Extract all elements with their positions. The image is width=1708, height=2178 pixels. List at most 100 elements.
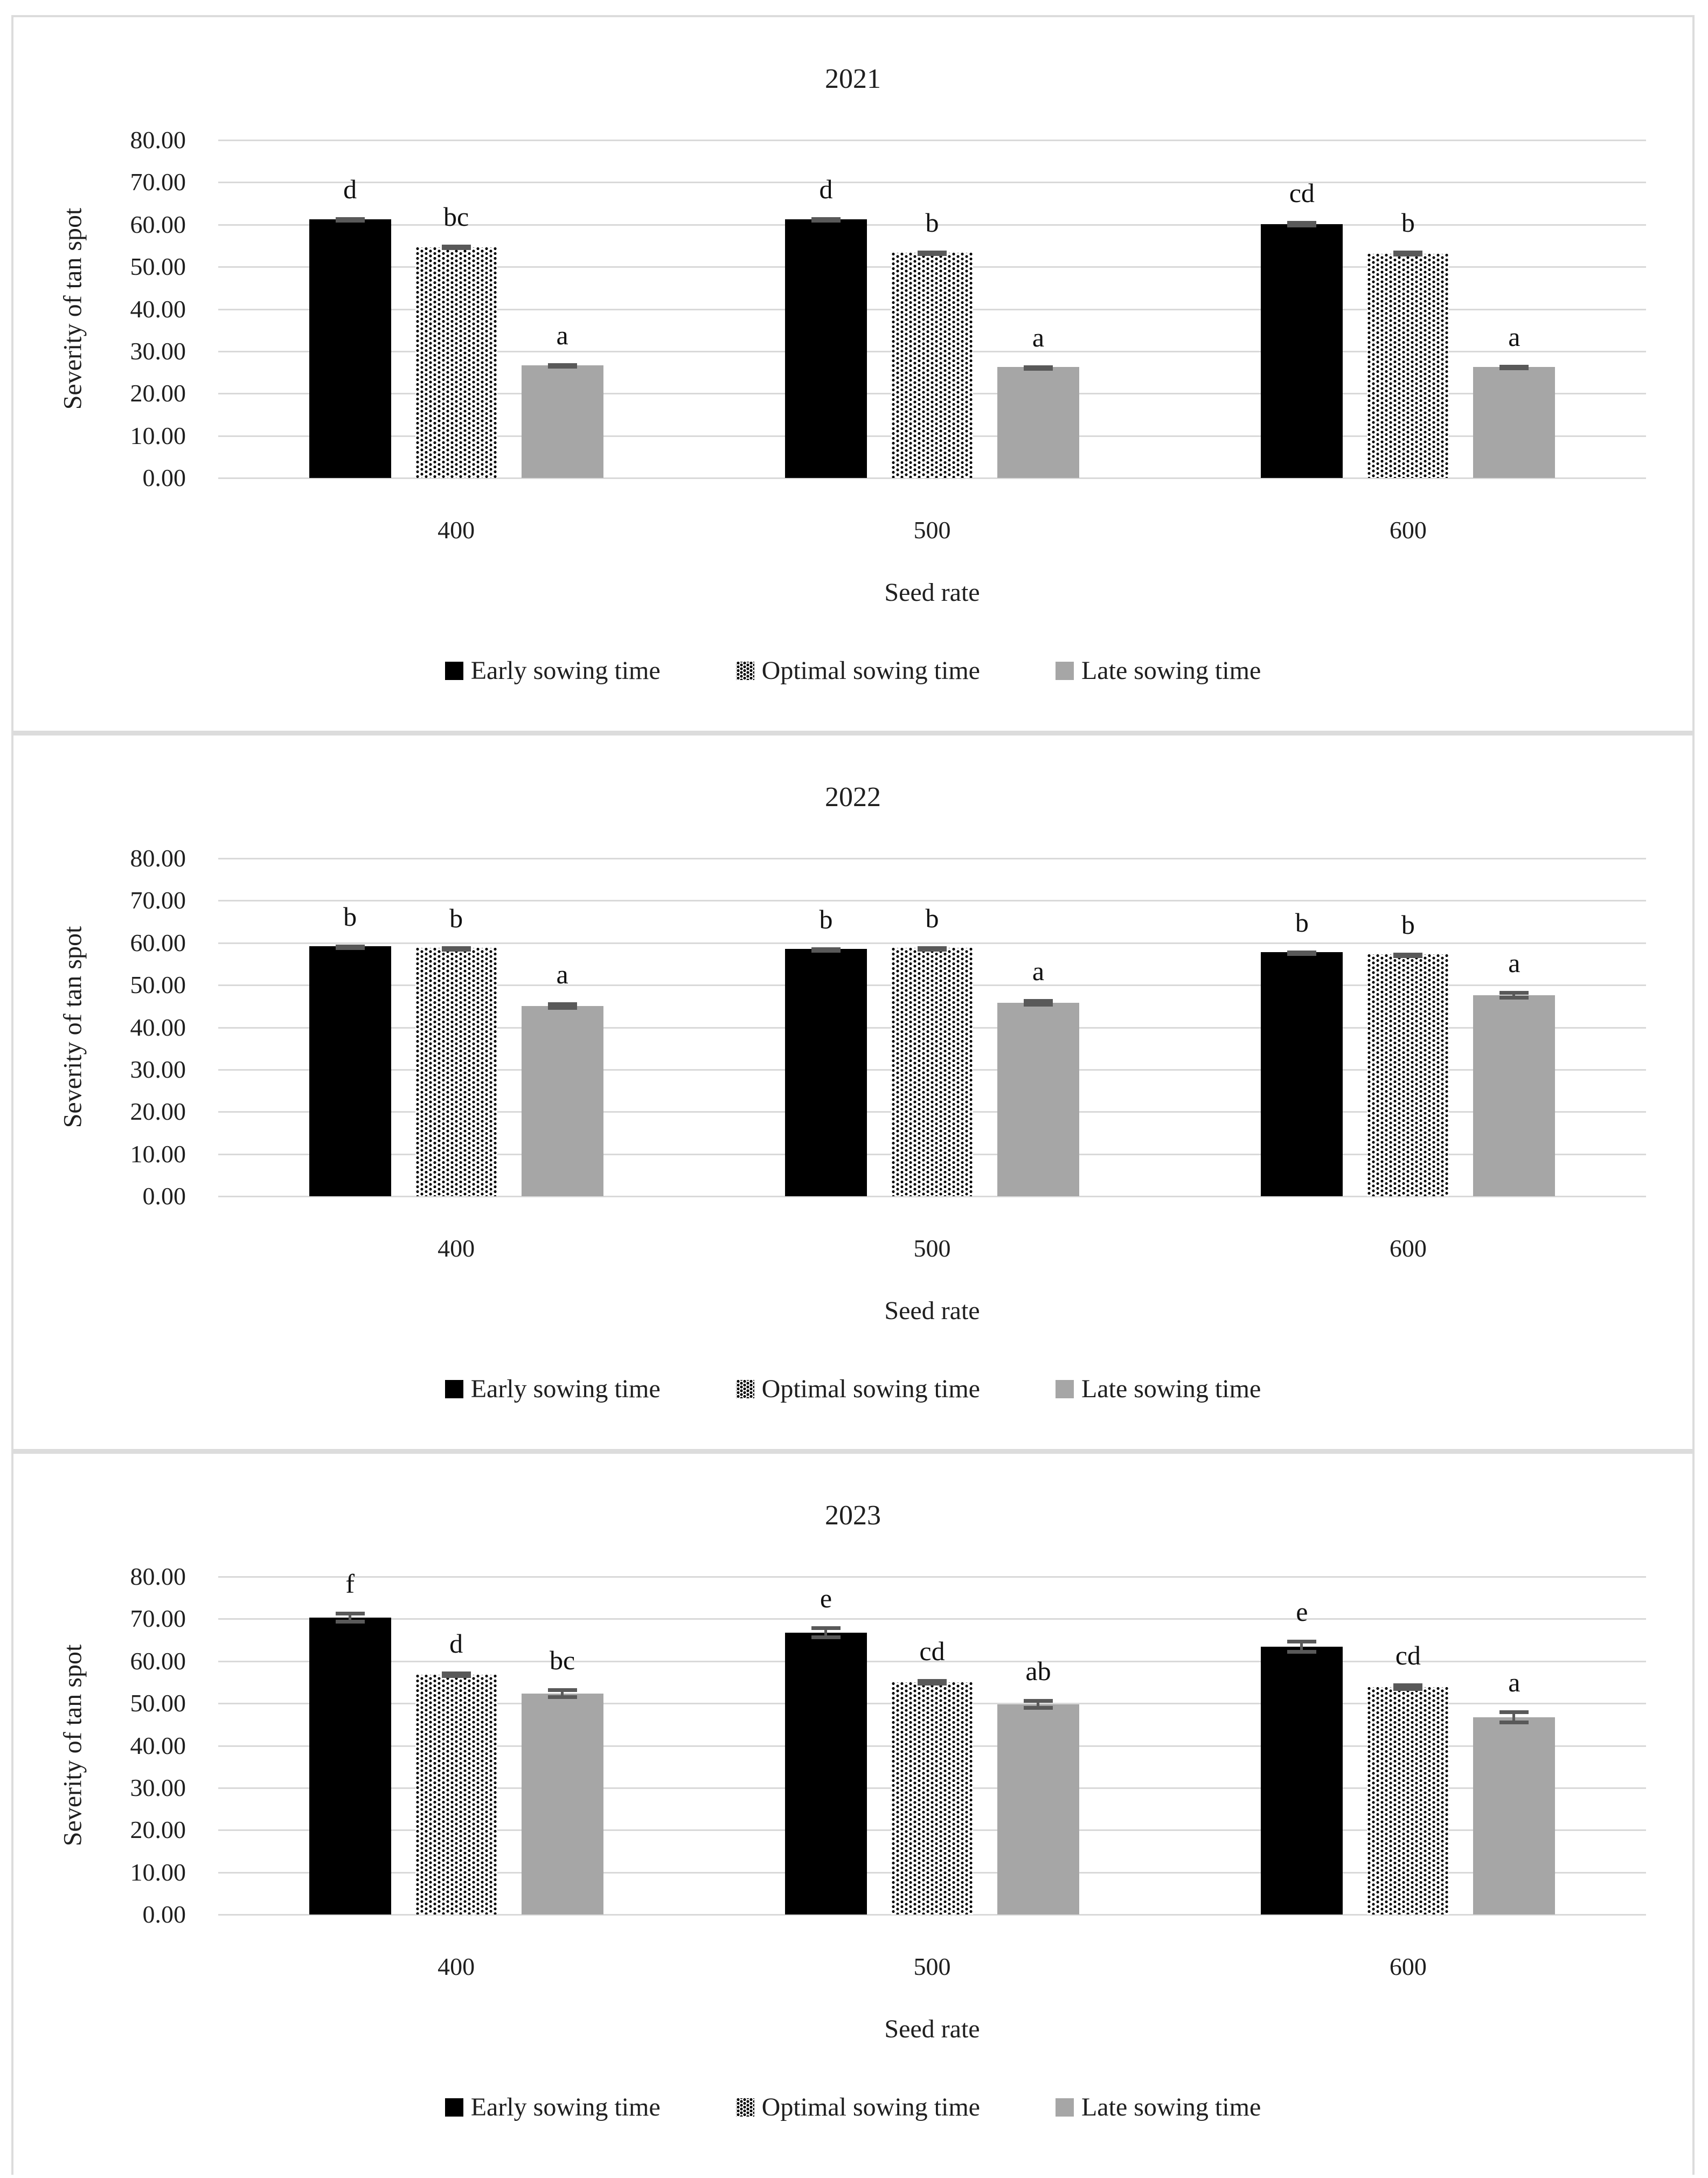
significance-letter: b	[925, 207, 939, 238]
error-bar	[1393, 251, 1423, 257]
gridline	[218, 477, 1646, 479]
y-tick-label: 10.00	[130, 1858, 186, 1886]
legend-item-late: Late sowing time	[1055, 656, 1261, 685]
bar-optimal-600	[1367, 1687, 1449, 1915]
error-bar-cap-bottom	[811, 948, 841, 953]
error-bar-cap-bottom	[1024, 366, 1053, 371]
significance-letter: b	[819, 904, 833, 934]
error-bar	[1393, 952, 1423, 958]
error-bar-cap-top	[1287, 220, 1317, 225]
gridline	[218, 224, 1646, 226]
y-tick-label: 60.00	[130, 1647, 186, 1675]
legend-item-late: Late sowing time	[1055, 2092, 1261, 2122]
y-tick-label: 50.00	[130, 253, 186, 281]
significance-letter: a	[1508, 948, 1520, 979]
error-bar-cap-top	[1499, 991, 1529, 995]
error-bar-cap-bottom	[335, 946, 365, 950]
significance-letter: b	[1295, 907, 1309, 938]
significance-letter: d	[343, 174, 357, 204]
significance-letter: a	[1032, 955, 1045, 986]
x-tick-label: 400	[438, 516, 475, 544]
gridline	[218, 1196, 1646, 1197]
legend: Early sowing time Optimal sowing time Late…	[13, 2092, 1692, 2122]
error-bar	[1393, 1683, 1423, 1691]
error-bar-cap-top	[1024, 1698, 1053, 1703]
error-bar	[1499, 991, 1529, 1000]
error-bar	[1287, 220, 1317, 228]
x-axis-title: Seed rate	[884, 2015, 980, 2043]
bar-optimal-600	[1367, 954, 1449, 1196]
error-bar-cap-top	[335, 1612, 365, 1616]
bar-optimal-400	[415, 948, 497, 1196]
legend-swatch-early	[445, 661, 463, 680]
significance-letter: e	[820, 1583, 832, 1614]
legend-item-late: Late sowing time	[1055, 1374, 1261, 1404]
significance-letter: d	[449, 1628, 463, 1659]
error-bar-cap-top	[1393, 251, 1423, 255]
legend-label: Late sowing time	[1081, 2093, 1261, 2121]
y-tick-label: 10.00	[130, 421, 186, 449]
error-bar-cap-bottom	[1499, 995, 1529, 1000]
error-bar-cap-bottom	[1393, 253, 1423, 257]
y-tick-label: 70.00	[130, 1605, 186, 1633]
x-tick-label: 500	[913, 1953, 951, 1980]
error-bar-stem	[1406, 1683, 1410, 1691]
y-tick-label: 70.00	[130, 886, 186, 914]
significance-letter: bc	[550, 1645, 575, 1675]
legend: Early sowing time Optimal sowing time Late…	[13, 1374, 1692, 1404]
bar-late-400	[521, 365, 603, 478]
legend-swatch-early	[445, 2098, 463, 2117]
error-bar-cap-bottom	[547, 364, 577, 369]
significance-letter: b	[343, 901, 357, 932]
error-bar	[1024, 998, 1053, 1007]
y-tick-label: 0.00	[142, 464, 186, 491]
significance-letter: a	[556, 959, 568, 990]
error-bar-cap-bottom	[1024, 1705, 1053, 1710]
y-tick-label: 20.00	[130, 379, 186, 407]
error-bar-cap-bottom	[1287, 224, 1317, 228]
significance-letter: ab	[1025, 1655, 1051, 1686]
error-bar-cap-bottom	[441, 948, 471, 952]
error-bar	[441, 1671, 471, 1678]
error-bar-stem	[1037, 998, 1039, 1007]
legend-swatch-optimal	[735, 2098, 754, 2117]
error-bar	[335, 944, 365, 950]
error-bar-cap-bottom	[547, 1695, 577, 1700]
error-bar-cap-bottom	[441, 1674, 471, 1678]
error-bar	[918, 250, 947, 256]
y-tick-label: 60.00	[130, 210, 186, 238]
legend-label: Early sowing time	[470, 656, 661, 685]
error-bar-cap-bottom	[441, 246, 471, 251]
significance-letter: cd	[1395, 1640, 1421, 1671]
bar-early-400	[309, 946, 391, 1196]
legend-label: Optimal sowing time	[761, 1375, 980, 1403]
bar-late-600	[1473, 366, 1556, 478]
x-axis-title: Seed rate	[884, 578, 980, 607]
y-tick-label: 70.00	[130, 168, 186, 196]
y-tick-label: 40.00	[130, 1013, 186, 1041]
error-bar	[1499, 1710, 1529, 1724]
gridline	[218, 1914, 1646, 1916]
chart-panel-2023: 2023 Severity of tan spot Seed rate 80.0…	[13, 1454, 1692, 2177]
error-bar	[811, 1626, 841, 1639]
panel-divider	[13, 1449, 1692, 1454]
bar-early-500	[785, 948, 867, 1196]
bar-late-500	[997, 366, 1079, 478]
error-bar-cap-bottom	[1499, 366, 1529, 370]
significance-letter: b	[1401, 207, 1415, 238]
significance-letter: a	[556, 320, 568, 350]
error-bar	[547, 1002, 577, 1010]
error-bar-cap-bottom	[547, 1006, 577, 1010]
x-tick-label: 400	[438, 1234, 475, 1262]
bar-early-600	[1261, 1647, 1343, 1915]
error-bar	[1024, 1698, 1053, 1710]
bar-late-400	[521, 1006, 603, 1196]
y-tick-label: 80.00	[130, 126, 186, 154]
bar-optimal-500	[891, 253, 973, 478]
bar-early-600	[1261, 224, 1343, 478]
legend-label: Early sowing time	[470, 2093, 661, 2121]
error-bar-cap-bottom	[918, 252, 947, 256]
error-bar	[1287, 950, 1317, 956]
legend-item-optimal: Optimal sowing time	[735, 2092, 980, 2122]
